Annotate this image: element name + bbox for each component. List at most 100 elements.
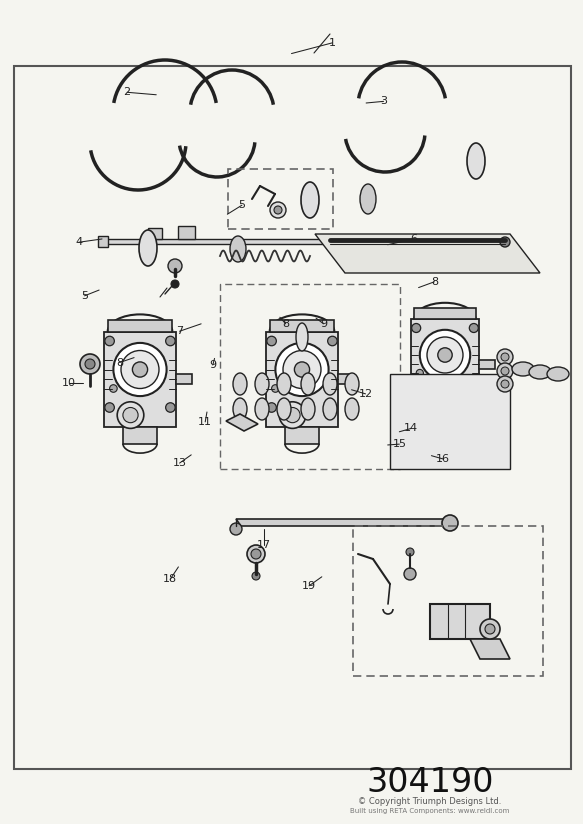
Bar bbox=[415, 308, 476, 319]
Circle shape bbox=[497, 363, 513, 379]
Text: Built using RETA Components: www.reldl.com: Built using RETA Components: www.reldl.c… bbox=[350, 808, 510, 814]
Circle shape bbox=[469, 324, 478, 333]
Circle shape bbox=[279, 402, 306, 428]
Bar bbox=[353, 526, 543, 676]
Circle shape bbox=[267, 336, 276, 346]
Text: 9: 9 bbox=[320, 319, 327, 329]
Circle shape bbox=[270, 202, 286, 218]
Text: 5: 5 bbox=[81, 291, 88, 301]
Circle shape bbox=[412, 386, 421, 396]
Polygon shape bbox=[226, 414, 258, 431]
Ellipse shape bbox=[233, 373, 247, 395]
Polygon shape bbox=[470, 639, 510, 659]
Circle shape bbox=[275, 343, 329, 396]
Text: 16: 16 bbox=[436, 454, 450, 464]
Circle shape bbox=[121, 350, 159, 388]
Text: 13: 13 bbox=[173, 458, 187, 468]
Circle shape bbox=[334, 236, 346, 248]
Circle shape bbox=[283, 350, 321, 388]
Circle shape bbox=[412, 324, 421, 333]
Text: 17: 17 bbox=[257, 541, 271, 550]
Polygon shape bbox=[123, 427, 157, 443]
Circle shape bbox=[171, 280, 179, 288]
Circle shape bbox=[114, 343, 167, 396]
Bar bbox=[228, 169, 333, 229]
Circle shape bbox=[427, 337, 463, 373]
Circle shape bbox=[267, 403, 276, 412]
Circle shape bbox=[406, 548, 414, 556]
Bar bbox=[270, 320, 334, 331]
Bar bbox=[220, 284, 400, 469]
Circle shape bbox=[500, 237, 510, 247]
Circle shape bbox=[501, 367, 509, 375]
Polygon shape bbox=[338, 374, 354, 384]
Circle shape bbox=[105, 403, 114, 412]
Text: 1: 1 bbox=[329, 38, 336, 48]
Ellipse shape bbox=[301, 398, 315, 420]
Circle shape bbox=[328, 336, 337, 346]
Text: 15: 15 bbox=[392, 439, 406, 449]
Circle shape bbox=[105, 336, 114, 346]
Circle shape bbox=[117, 402, 144, 428]
Circle shape bbox=[497, 376, 513, 392]
Text: 14: 14 bbox=[404, 424, 418, 433]
Polygon shape bbox=[285, 427, 319, 443]
Ellipse shape bbox=[277, 373, 291, 395]
Ellipse shape bbox=[139, 230, 157, 266]
Ellipse shape bbox=[230, 236, 246, 262]
Text: 304190: 304190 bbox=[366, 765, 494, 798]
Ellipse shape bbox=[301, 373, 315, 395]
Circle shape bbox=[251, 549, 261, 559]
Circle shape bbox=[423, 386, 448, 411]
Circle shape bbox=[166, 336, 175, 346]
Text: 10: 10 bbox=[62, 378, 76, 388]
Ellipse shape bbox=[529, 365, 551, 379]
Circle shape bbox=[166, 403, 175, 412]
Polygon shape bbox=[178, 226, 195, 239]
Circle shape bbox=[416, 369, 423, 377]
Circle shape bbox=[285, 408, 300, 423]
Ellipse shape bbox=[345, 398, 359, 420]
Circle shape bbox=[80, 354, 100, 374]
Circle shape bbox=[252, 572, 260, 580]
Ellipse shape bbox=[277, 398, 291, 420]
Circle shape bbox=[110, 385, 117, 392]
Polygon shape bbox=[479, 359, 494, 368]
Polygon shape bbox=[104, 331, 176, 427]
Ellipse shape bbox=[512, 362, 534, 376]
Circle shape bbox=[404, 568, 416, 580]
Polygon shape bbox=[236, 519, 455, 526]
Ellipse shape bbox=[255, 398, 269, 420]
Circle shape bbox=[168, 259, 182, 273]
Circle shape bbox=[497, 349, 513, 365]
Polygon shape bbox=[98, 236, 108, 247]
Text: © Copyright Triumph Designs Ltd.: © Copyright Triumph Designs Ltd. bbox=[359, 798, 502, 807]
Ellipse shape bbox=[255, 373, 269, 395]
Polygon shape bbox=[430, 604, 490, 639]
Circle shape bbox=[123, 408, 138, 423]
Text: 5: 5 bbox=[238, 200, 245, 210]
Text: 2: 2 bbox=[124, 87, 131, 97]
Text: 11: 11 bbox=[198, 417, 212, 427]
Ellipse shape bbox=[323, 398, 337, 420]
Polygon shape bbox=[411, 319, 479, 409]
Bar bbox=[108, 320, 173, 331]
Polygon shape bbox=[176, 374, 192, 384]
Circle shape bbox=[230, 523, 242, 535]
Ellipse shape bbox=[296, 323, 308, 351]
Polygon shape bbox=[148, 228, 162, 239]
Polygon shape bbox=[429, 409, 461, 425]
Ellipse shape bbox=[360, 184, 376, 214]
Text: 4: 4 bbox=[75, 237, 82, 247]
Circle shape bbox=[85, 359, 95, 369]
Circle shape bbox=[247, 545, 265, 563]
Text: 7: 7 bbox=[176, 326, 183, 336]
Circle shape bbox=[442, 515, 458, 531]
Text: 9: 9 bbox=[209, 360, 216, 370]
Bar bbox=[14, 66, 571, 769]
Circle shape bbox=[274, 206, 282, 214]
Circle shape bbox=[480, 619, 500, 639]
Text: 3: 3 bbox=[380, 96, 387, 106]
Text: 8: 8 bbox=[116, 358, 123, 368]
Circle shape bbox=[272, 385, 279, 392]
